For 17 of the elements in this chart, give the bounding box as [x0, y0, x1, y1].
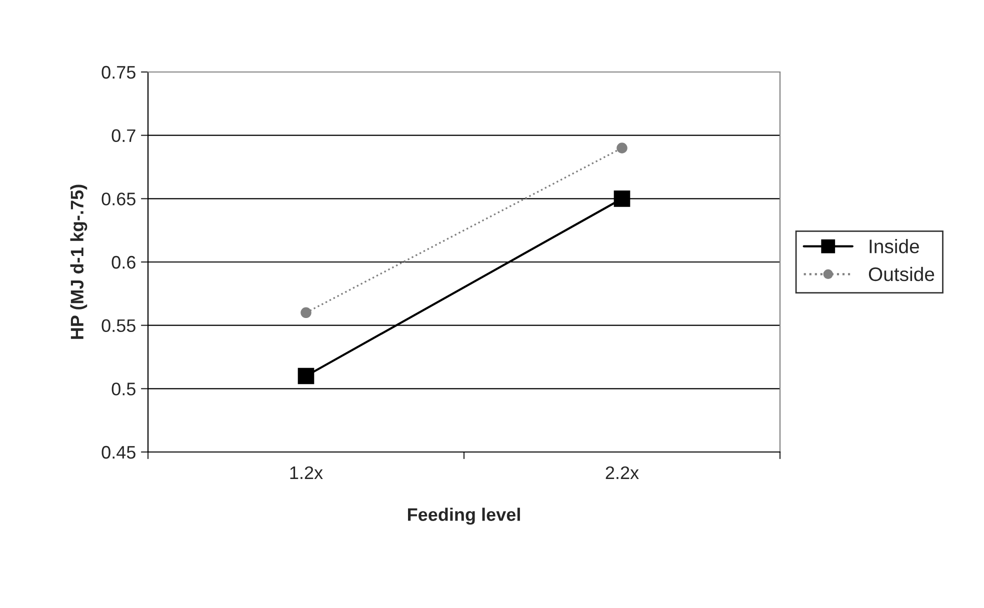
x-axis-title: Feeding level: [408, 508, 520, 525]
x-tick-label: 2.2x: [606, 466, 639, 479]
y-tick-label: 0.5: [112, 382, 136, 396]
point: [616, 142, 628, 154]
legend-label: Outside: [868, 266, 934, 282]
legend-label: Inside: [870, 239, 920, 254]
point: [300, 307, 312, 318]
y-axis-title: HP (MJ d-1 kg-.75): [70, 184, 88, 339]
y-tick-label: 0.55: [102, 319, 136, 332]
point: [614, 190, 630, 207]
y-tick-label: 0.7: [112, 129, 136, 142]
point: [298, 368, 314, 384]
y-tick-label: 0.45: [102, 446, 136, 459]
x-tick-label: 1.2x: [290, 466, 323, 479]
y-tick-label: 0.75: [102, 66, 136, 79]
y-tick-label: 0.6: [112, 256, 136, 269]
y-tick-label: 0.65: [102, 192, 136, 206]
